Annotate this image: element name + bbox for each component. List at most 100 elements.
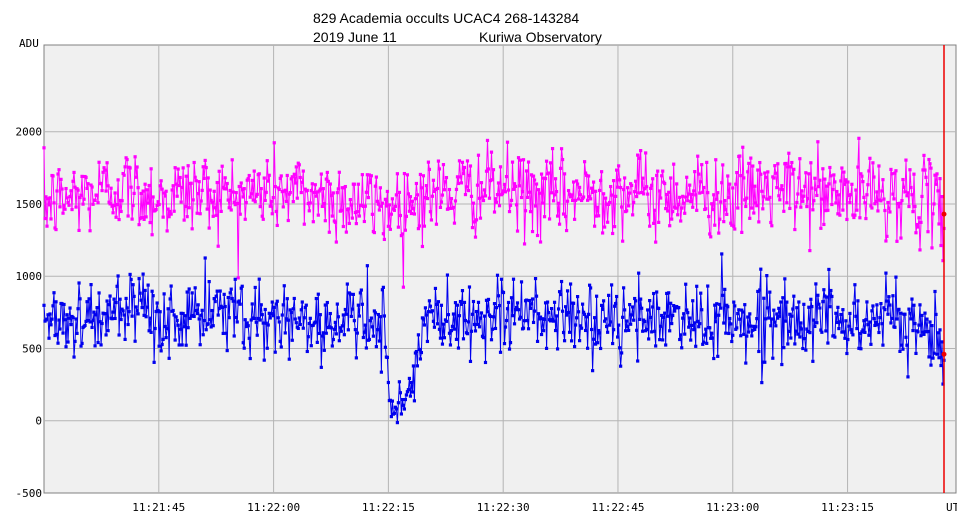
data-point-target: [827, 267, 831, 272]
data-point-comparison: [626, 186, 630, 190]
data-point-target: [796, 332, 800, 336]
data-point-target: [916, 330, 920, 334]
data-point-comparison: [516, 156, 521, 160]
data-point-comparison: [700, 163, 704, 167]
data-point-comparison: [333, 220, 337, 224]
data-point-target: [559, 279, 564, 284]
data-point-target: [483, 360, 488, 365]
data-point-comparison: [536, 188, 541, 192]
data-point-target: [604, 317, 608, 321]
data-point-comparison: [86, 182, 90, 186]
data-point-comparison: [101, 170, 105, 174]
data-point-comparison: [400, 232, 404, 236]
data-point-target: [397, 380, 401, 384]
data-point-target: [230, 296, 234, 301]
data-point-comparison: [756, 168, 760, 172]
data-point-comparison: [408, 195, 413, 199]
data-point-comparison: [128, 166, 132, 170]
data-point-target: [533, 276, 538, 281]
data-point-comparison: [386, 224, 390, 228]
data-point-target: [758, 288, 762, 292]
data-point-comparison: [679, 219, 683, 223]
data-point-target: [849, 328, 853, 332]
data-point-comparison: [144, 215, 148, 219]
data-point-target: [498, 350, 503, 354]
data-point-comparison: [538, 240, 543, 244]
data-point-target: [280, 313, 284, 317]
data-point-target: [146, 283, 150, 287]
data-point-comparison: [483, 194, 488, 198]
data-point-target: [274, 302, 278, 306]
data-point-target: [939, 363, 943, 368]
data-point-target: [776, 316, 780, 320]
data-point-target: [934, 312, 938, 317]
data-point-comparison: [774, 171, 778, 175]
data-point-target: [715, 302, 719, 306]
data-point-target: [640, 306, 644, 310]
data-point-target: [431, 319, 436, 323]
data-point-comparison: [577, 185, 582, 189]
data-point-comparison: [799, 205, 803, 209]
data-point-comparison: [225, 181, 229, 186]
data-point-comparison: [610, 193, 614, 197]
data-point-target: [106, 329, 110, 333]
data-point-target: [733, 304, 737, 308]
series-comparison: [42, 136, 946, 289]
data-point-comparison: [243, 217, 247, 221]
data-point-comparison: [376, 202, 380, 206]
data-point-comparison: [471, 201, 476, 205]
data-point-target: [736, 311, 740, 316]
data-point-target: [466, 320, 471, 324]
data-point-comparison: [229, 208, 233, 212]
data-point-comparison: [895, 239, 899, 243]
data-point-comparison: [832, 173, 836, 177]
data-point-comparison: [860, 174, 864, 178]
data-point-comparison: [937, 222, 941, 226]
data-point-target: [371, 334, 375, 338]
data-point-target: [140, 305, 144, 310]
data-point-target: [544, 346, 549, 350]
y-tick-label: 0: [35, 415, 42, 428]
data-point-target: [396, 401, 400, 405]
data-point-target: [432, 325, 437, 329]
data-point-comparison: [252, 169, 256, 173]
data-point-comparison: [177, 183, 181, 188]
data-point-comparison: [753, 184, 757, 188]
data-point-target: [561, 330, 566, 335]
data-point-target: [156, 309, 160, 313]
data-point-comparison: [706, 191, 710, 195]
data-point-comparison: [320, 204, 324, 209]
data-point-target: [864, 318, 868, 322]
data-point-target: [530, 297, 535, 301]
data-point-comparison: [830, 202, 834, 207]
data-point-target: [138, 291, 142, 295]
data-point-target: [203, 256, 207, 260]
data-point-comparison: [401, 285, 405, 289]
data-point-target: [171, 308, 175, 313]
data-point-target: [772, 308, 776, 312]
data-point-target: [400, 397, 404, 402]
data-point-comparison: [381, 232, 385, 236]
data-point-comparison: [933, 173, 937, 177]
data-point-comparison: [621, 239, 625, 243]
data-point-target: [113, 316, 117, 321]
data-point-comparison: [529, 173, 534, 177]
data-point-comparison: [207, 226, 211, 230]
data-point-comparison: [839, 179, 843, 183]
data-point-target: [894, 275, 898, 279]
x-tick-label: 11:22:30: [477, 501, 530, 514]
data-point-target: [250, 302, 254, 306]
data-point-comparison: [820, 197, 824, 201]
data-point-target: [569, 339, 574, 343]
data-point-comparison: [716, 191, 720, 195]
data-point-target: [167, 356, 171, 360]
data-point-target: [319, 365, 323, 369]
data-point-comparison: [892, 197, 896, 201]
data-point-target: [414, 349, 419, 354]
data-point-target: [240, 284, 244, 288]
data-point-comparison: [398, 213, 402, 218]
data-point-comparison: [773, 164, 777, 168]
data-point-target: [537, 317, 542, 321]
data-point-comparison: [397, 190, 401, 195]
data-point-target: [666, 314, 670, 318]
